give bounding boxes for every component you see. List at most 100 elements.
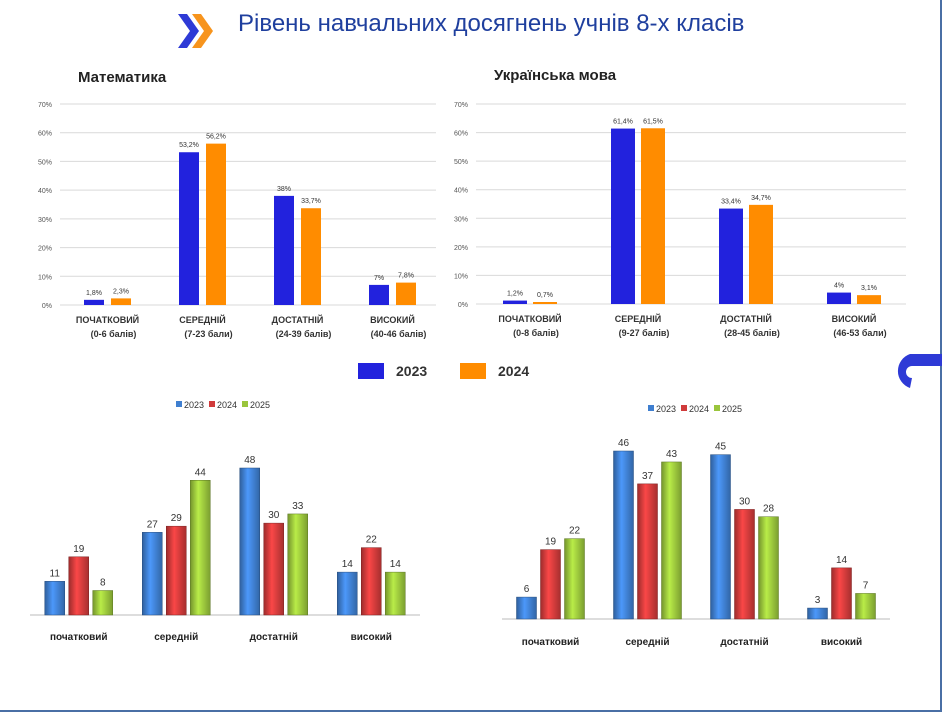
slide-title: Рівень навчальних досягнень учнів 8-х кл…	[238, 10, 745, 37]
y-tick-label: 0%	[458, 302, 468, 309]
bar-2025	[855, 593, 876, 620]
legend-swatch	[358, 363, 384, 379]
chart-title: Українська мова	[494, 67, 617, 84]
data-label: 22	[366, 535, 378, 546]
data-label: 7%	[374, 275, 384, 282]
category-label: достатній	[250, 632, 298, 643]
data-label: 14	[836, 555, 848, 566]
data-label: 7,8%	[398, 273, 414, 280]
data-label: 61,4%	[613, 119, 633, 126]
bar-2024	[637, 483, 658, 620]
y-tick-label: 20%	[38, 246, 52, 253]
bar-2023	[274, 195, 294, 305]
bar-2023	[239, 467, 260, 616]
data-label: 14	[390, 559, 402, 570]
bar-2023	[611, 128, 635, 304]
legend-label: 2024	[689, 404, 709, 414]
data-label: 2,3%	[113, 288, 129, 295]
y-tick-label: 30%	[454, 216, 468, 223]
bar-2024	[361, 547, 382, 616]
data-label: 0,7%	[537, 292, 553, 299]
y-tick-label: 50%	[38, 159, 52, 166]
y-tick-label: 70%	[38, 102, 52, 109]
bar-2023	[710, 454, 731, 620]
data-label: 29	[171, 513, 183, 524]
data-label: 1,8%	[86, 290, 102, 297]
category-sublabel: (46-53 бали)	[833, 328, 886, 338]
bar-2024	[831, 567, 852, 620]
data-label: 30	[268, 510, 280, 521]
bar-2024	[749, 204, 773, 304]
legend-swatch-2024	[681, 405, 687, 411]
category-label: СЕРЕДНІЙ	[179, 314, 225, 325]
bar-2024	[857, 295, 881, 304]
legend-label: 2024	[217, 400, 237, 410]
bar-2023	[827, 292, 851, 304]
y-tick-label: 0%	[42, 303, 52, 310]
bar-2023	[337, 571, 358, 616]
category-sublabel: (40-46 балів)	[371, 329, 427, 339]
data-label: 53,2%	[179, 142, 199, 149]
bar-2025	[758, 516, 779, 620]
bar-2025	[385, 571, 406, 616]
bar-2024	[263, 522, 284, 616]
y-tick-label: 40%	[38, 188, 52, 195]
bar-2023	[44, 581, 65, 616]
data-label: 3	[815, 595, 821, 606]
category-label: ПОЧАТКОВИЙ	[76, 314, 139, 325]
bar-2024	[111, 298, 131, 305]
data-label: 22	[569, 526, 581, 537]
y-tick-label: 70%	[454, 102, 468, 109]
legend-swatch-2025	[714, 405, 720, 411]
y-tick-label: 50%	[454, 159, 468, 166]
bar-2025	[287, 513, 308, 616]
category-label: ВИСОКИЙ	[370, 314, 415, 325]
bar-2024	[68, 556, 89, 616]
y-tick-label: 10%	[38, 274, 52, 281]
bar-2023	[516, 596, 537, 620]
category-sublabel: (0-6 балів)	[91, 329, 137, 339]
data-label: 33,4%	[721, 199, 741, 206]
data-label: 56,2%	[206, 134, 226, 141]
category-sublabel: (24-39 балів)	[276, 329, 332, 339]
bar-2024	[734, 509, 755, 620]
category-label: ДОСТАТНІЙ	[272, 314, 324, 325]
bar-2024	[396, 282, 416, 305]
data-label: 19	[73, 544, 85, 555]
category-label: ВИСОКИЙ	[832, 313, 877, 324]
data-label: 3,1%	[861, 285, 877, 292]
corner-arc-icon	[897, 354, 942, 388]
y-tick-label: 10%	[454, 273, 468, 280]
legend-swatch-2023	[176, 401, 182, 407]
legend-label: 2023	[656, 404, 676, 414]
bar-2023	[142, 532, 163, 616]
data-label: 19	[545, 537, 557, 548]
data-label: 28	[763, 504, 775, 515]
data-label: 6	[524, 584, 530, 595]
bar-2025	[564, 538, 585, 620]
category-label: ПОЧАТКОВИЙ	[498, 313, 561, 324]
bar-2024	[641, 128, 665, 304]
category-label: початковий	[522, 637, 580, 648]
y-tick-label: 40%	[454, 188, 468, 195]
data-label: 34,7%	[751, 195, 771, 202]
chevron-logo-icon	[178, 14, 213, 48]
y-tick-label: 60%	[38, 131, 52, 138]
bar-2025	[661, 461, 682, 620]
category-label: ДОСТАТНІЙ	[720, 313, 772, 324]
legend-label: 2024	[498, 363, 530, 379]
data-label: 33,7%	[301, 198, 321, 205]
bar-2024	[540, 549, 561, 620]
bar-2023	[503, 300, 527, 304]
legend-swatch-2024	[209, 401, 215, 407]
bar-2023	[719, 208, 743, 304]
bar-2023	[807, 607, 828, 620]
data-label: 33	[292, 501, 304, 512]
category-label: середній	[625, 637, 669, 648]
category-label: високий	[351, 632, 392, 643]
category-sublabel: (28-45 балів)	[724, 328, 780, 338]
bar-2024	[533, 302, 557, 304]
legend-label: 2025	[722, 404, 742, 414]
bar-2023	[369, 284, 389, 305]
data-label: 46	[618, 438, 630, 449]
